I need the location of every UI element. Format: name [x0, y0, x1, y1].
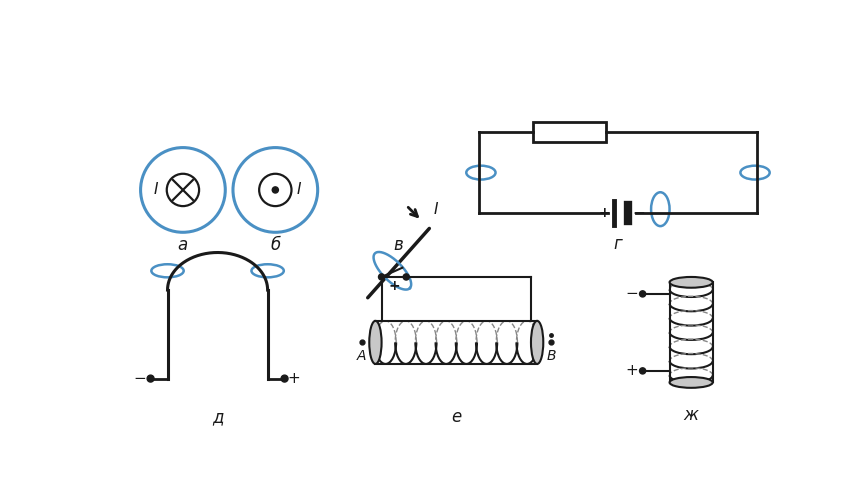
Circle shape — [281, 375, 288, 382]
Text: а: а — [178, 236, 188, 254]
Circle shape — [379, 274, 385, 280]
Circle shape — [640, 368, 646, 374]
Text: −: − — [632, 206, 645, 220]
Text: в: в — [393, 236, 404, 254]
Text: B: B — [546, 349, 555, 363]
Text: −: − — [133, 371, 146, 386]
Text: г: г — [614, 235, 623, 253]
Text: +: + — [288, 371, 300, 386]
Text: +: + — [625, 364, 638, 378]
Ellipse shape — [369, 321, 381, 364]
Text: д: д — [212, 408, 223, 426]
Text: −: − — [625, 286, 638, 302]
Text: I: I — [154, 183, 158, 197]
Text: б: б — [270, 236, 281, 254]
Text: +: + — [598, 206, 610, 220]
Circle shape — [147, 375, 154, 382]
Circle shape — [640, 291, 646, 297]
Ellipse shape — [531, 321, 543, 364]
Text: ж: ж — [684, 406, 698, 424]
Circle shape — [403, 274, 409, 280]
Bar — [533, 122, 606, 142]
Ellipse shape — [670, 277, 713, 288]
Circle shape — [272, 187, 278, 193]
Text: е: е — [451, 408, 461, 426]
Text: +: + — [388, 279, 400, 293]
Text: A: A — [356, 349, 366, 363]
Ellipse shape — [670, 377, 713, 388]
Text: I: I — [433, 202, 437, 216]
Text: I: I — [296, 183, 300, 197]
